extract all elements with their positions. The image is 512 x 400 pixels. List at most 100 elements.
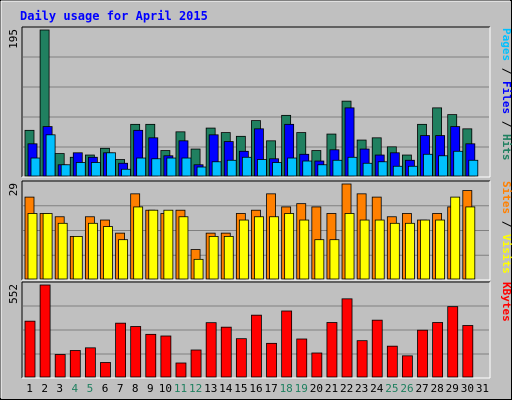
legend-part: / [500, 114, 512, 134]
bar-kbytes-day-22 [341, 298, 353, 378]
bar-kbytes-day-2 [39, 284, 51, 378]
bar-pages-day-19 [302, 160, 313, 177]
bar-kbytes-day-1 [24, 320, 36, 378]
bar-kbytes-day-14 [220, 326, 232, 378]
x-label-day-11: 11 [174, 382, 187, 395]
bar-visits-day-19 [299, 219, 310, 280]
x-label-day-31: 31 [476, 382, 489, 395]
legend-part: Sites [500, 181, 512, 214]
x-label-day-1: 1 [26, 382, 33, 395]
bar-kbytes-day-11 [175, 362, 187, 378]
legend-part: / [500, 61, 512, 81]
bar-kbytes-day-3 [54, 354, 66, 378]
x-label-day-10: 10 [159, 382, 172, 395]
bar-kbytes-day-28 [432, 322, 444, 378]
legend-top: Pages / Files / Hits [500, 28, 512, 161]
bar-visits-day-5 [87, 222, 98, 280]
bar-visits-day-30 [465, 206, 476, 280]
bar-visits-day-6 [103, 226, 113, 280]
bar-visits-day-9 [148, 209, 159, 280]
bar-visits-day-2 [42, 213, 53, 280]
legend-part: Visits [500, 234, 512, 274]
x-label-day-8: 8 [132, 382, 139, 395]
legend-bottom: KBytes [500, 282, 512, 322]
bar-pages-day-6 [106, 152, 116, 177]
legend-part: Pages [500, 28, 512, 61]
bar-visits-day-18 [284, 213, 295, 280]
bar-kbytes-day-15 [235, 338, 247, 378]
bar-visits-day-3 [57, 222, 68, 280]
x-label-day-19: 19 [295, 382, 308, 395]
bar-kbytes-day-18 [281, 310, 293, 378]
bar-visits-day-24 [374, 219, 385, 280]
bar-pages-day-21 [332, 159, 343, 177]
bar-pages-day-3 [60, 164, 71, 177]
panel-kbytes: 552 [7, 281, 491, 379]
bar-pages-day-20 [317, 164, 328, 177]
bar-pages-day-26 [408, 165, 418, 177]
chart-title: Daily usage for April 2015 [20, 9, 208, 23]
x-label-day-22: 22 [340, 382, 353, 395]
bar-pages-day-25 [392, 165, 403, 177]
bar-visits-day-10 [163, 209, 174, 280]
bar-pages-day-10 [166, 157, 177, 177]
x-label-day-6: 6 [102, 382, 109, 395]
bar-kbytes-day-4 [69, 350, 81, 378]
bar-kbytes-day-19 [296, 338, 308, 378]
bar-visits-day-23 [359, 219, 370, 280]
bar-kbytes-day-7 [115, 322, 126, 378]
x-label-day-17: 17 [264, 382, 277, 395]
bar-kbytes-day-20 [311, 352, 323, 378]
bar-pages-day-17 [272, 162, 282, 177]
x-label-day-13: 13 [204, 382, 217, 395]
bar-kbytes-day-27 [417, 329, 428, 378]
bar-pages-day-8 [136, 157, 147, 177]
bar-pages-day-15 [241, 156, 252, 177]
x-label-day-27: 27 [415, 382, 428, 395]
bar-kbytes-day-23 [356, 340, 368, 378]
bar-pages-day-27 [423, 153, 433, 177]
bar-kbytes-day-16 [251, 314, 262, 378]
legend-part: Hits [500, 134, 512, 161]
bar-pages-day-13 [211, 161, 222, 177]
bar-visits-day-12 [193, 258, 204, 280]
bar-kbytes-day-8 [130, 326, 142, 378]
bar-visits-day-1 [27, 213, 38, 280]
x-label-day-20: 20 [310, 382, 323, 395]
bar-kbytes-day-9 [145, 333, 157, 378]
x-label-day-5: 5 [87, 382, 94, 395]
x-label-day-14: 14 [219, 382, 233, 395]
x-label-day-3: 3 [56, 382, 63, 395]
x-label-day-26: 26 [400, 382, 413, 395]
panel-legends: Pages / Files / Hits Sites / Visits KBytes [500, 28, 512, 322]
bar-visits-day-17 [269, 216, 279, 280]
bar-pages-day-11 [181, 157, 192, 177]
x-axis-labels: 1 2 3 4 5 6 7 8 9 10 11 12 13 14 15 16 17 18 19 20 21 22 23 24 2… [26, 382, 489, 395]
legend-part: / [500, 214, 512, 234]
bar-pages-day-9 [151, 158, 162, 177]
x-label-day-15: 15 [234, 382, 247, 395]
bar-pages-day-23 [362, 162, 373, 177]
bar-visits-day-25 [389, 222, 400, 280]
bar-kbytes-day-30 [462, 325, 474, 378]
bar-pages-day-1 [30, 157, 41, 177]
bar-kbytes-day-13 [205, 322, 217, 378]
bar-kbytes-day-17 [266, 342, 277, 378]
bar-visits-day-11 [178, 216, 189, 280]
x-label-day-18: 18 [280, 382, 293, 395]
bar-pages-day-7 [121, 168, 131, 177]
legend-part: Files [500, 81, 512, 114]
x-label-day-16: 16 [249, 382, 262, 395]
bar-pages-day-5 [90, 162, 101, 177]
bar-pages-day-4 [75, 162, 86, 177]
y-max-label: 552 [7, 284, 20, 304]
bar-pages-day-12 [196, 166, 207, 177]
bar-pages-day-29 [453, 150, 464, 177]
x-label-day-29: 29 [446, 382, 459, 395]
bar-visits-day-22 [344, 213, 355, 280]
bar-kbytes-day-21 [326, 322, 338, 378]
x-label-day-25: 25 [385, 382, 398, 395]
bar-pages-day-16 [257, 159, 267, 177]
